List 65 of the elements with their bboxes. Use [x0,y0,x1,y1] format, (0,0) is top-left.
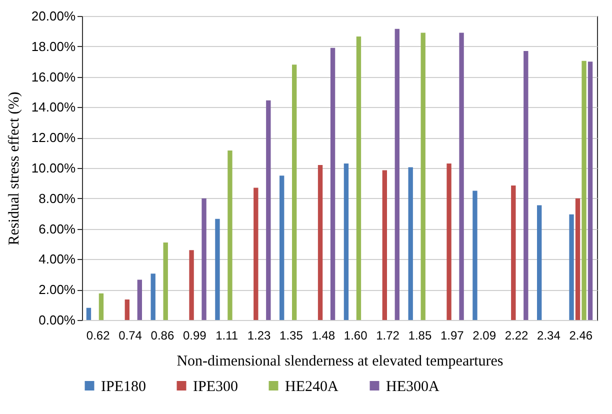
x-axis-title: Non-dimensional slenderness at elevated tempeartures [176,354,504,370]
bar [420,32,426,320]
bar [575,198,580,320]
bar [446,163,452,320]
y-axis-title: Residual stress effect (%) [6,92,22,246]
bar [588,62,593,320]
bar [318,164,323,320]
bar [524,50,528,320]
bar [394,28,400,320]
x-tick-label: 1.85 [408,328,432,342]
x-tick-label: 2.34 [537,328,561,342]
bar [137,280,142,320]
bar [124,299,130,320]
bar [344,163,349,320]
bar [150,274,156,320]
x-tick-label: 2.09 [472,328,496,342]
bar [215,218,220,320]
bar [569,214,574,320]
y-tick-label: 16.00% [31,69,76,84]
bar [266,100,271,320]
bar [472,190,478,320]
bar [98,293,104,320]
bar [189,250,194,320]
bar [511,185,516,320]
bar [382,170,387,320]
x-tick-label: 0.86 [150,328,174,342]
x-tick-label: 1.48 [312,328,336,342]
x-tick-label: 1.11 [216,328,238,342]
bar [228,150,232,320]
y-tick-label: 0.00% [38,312,76,328]
x-tick-label: 1.60 [344,328,368,342]
y-tick-label: 10.00% [31,160,76,176]
bar [254,188,258,320]
bar [202,198,206,320]
y-tick-label: 2.00% [38,282,76,298]
x-tick-label: 1.23 [247,328,272,342]
x-tick-label: 1.97 [440,328,464,342]
x-tick-label: 0.99 [182,328,207,342]
x-tick-label: 1.72 [376,328,400,342]
bar [356,36,362,320]
bar [280,176,284,320]
x-tick-label: 2.22 [504,328,529,342]
y-tick-label: 12.00% [31,130,76,146]
x-tick-label: 0.62 [86,328,110,342]
legend-label: IPE180 [101,378,146,395]
bar [408,167,413,320]
y-tick-label: 14.00% [31,100,76,115]
y-tick-label: 4.00% [38,252,76,267]
y-tick-label: 18.00% [31,38,76,54]
legend-label: HE300A [386,378,440,395]
bar [86,308,92,320]
legend-label: HE240A [285,378,338,395]
y-tick-label: 6.00% [38,221,76,236]
bar [459,32,464,320]
y-tick-label: 20.00% [31,8,76,24]
bar [582,60,586,320]
x-tick-label: 0.74 [118,328,142,342]
bar [537,205,542,320]
bar [163,242,168,320]
y-tick-label: 8.00% [38,190,76,206]
bar [292,64,297,320]
x-tick-label: 2.46 [569,328,593,342]
bar [330,48,336,320]
x-tick-label: 1.35 [280,328,304,342]
legend-label: IPE300 [193,378,238,395]
